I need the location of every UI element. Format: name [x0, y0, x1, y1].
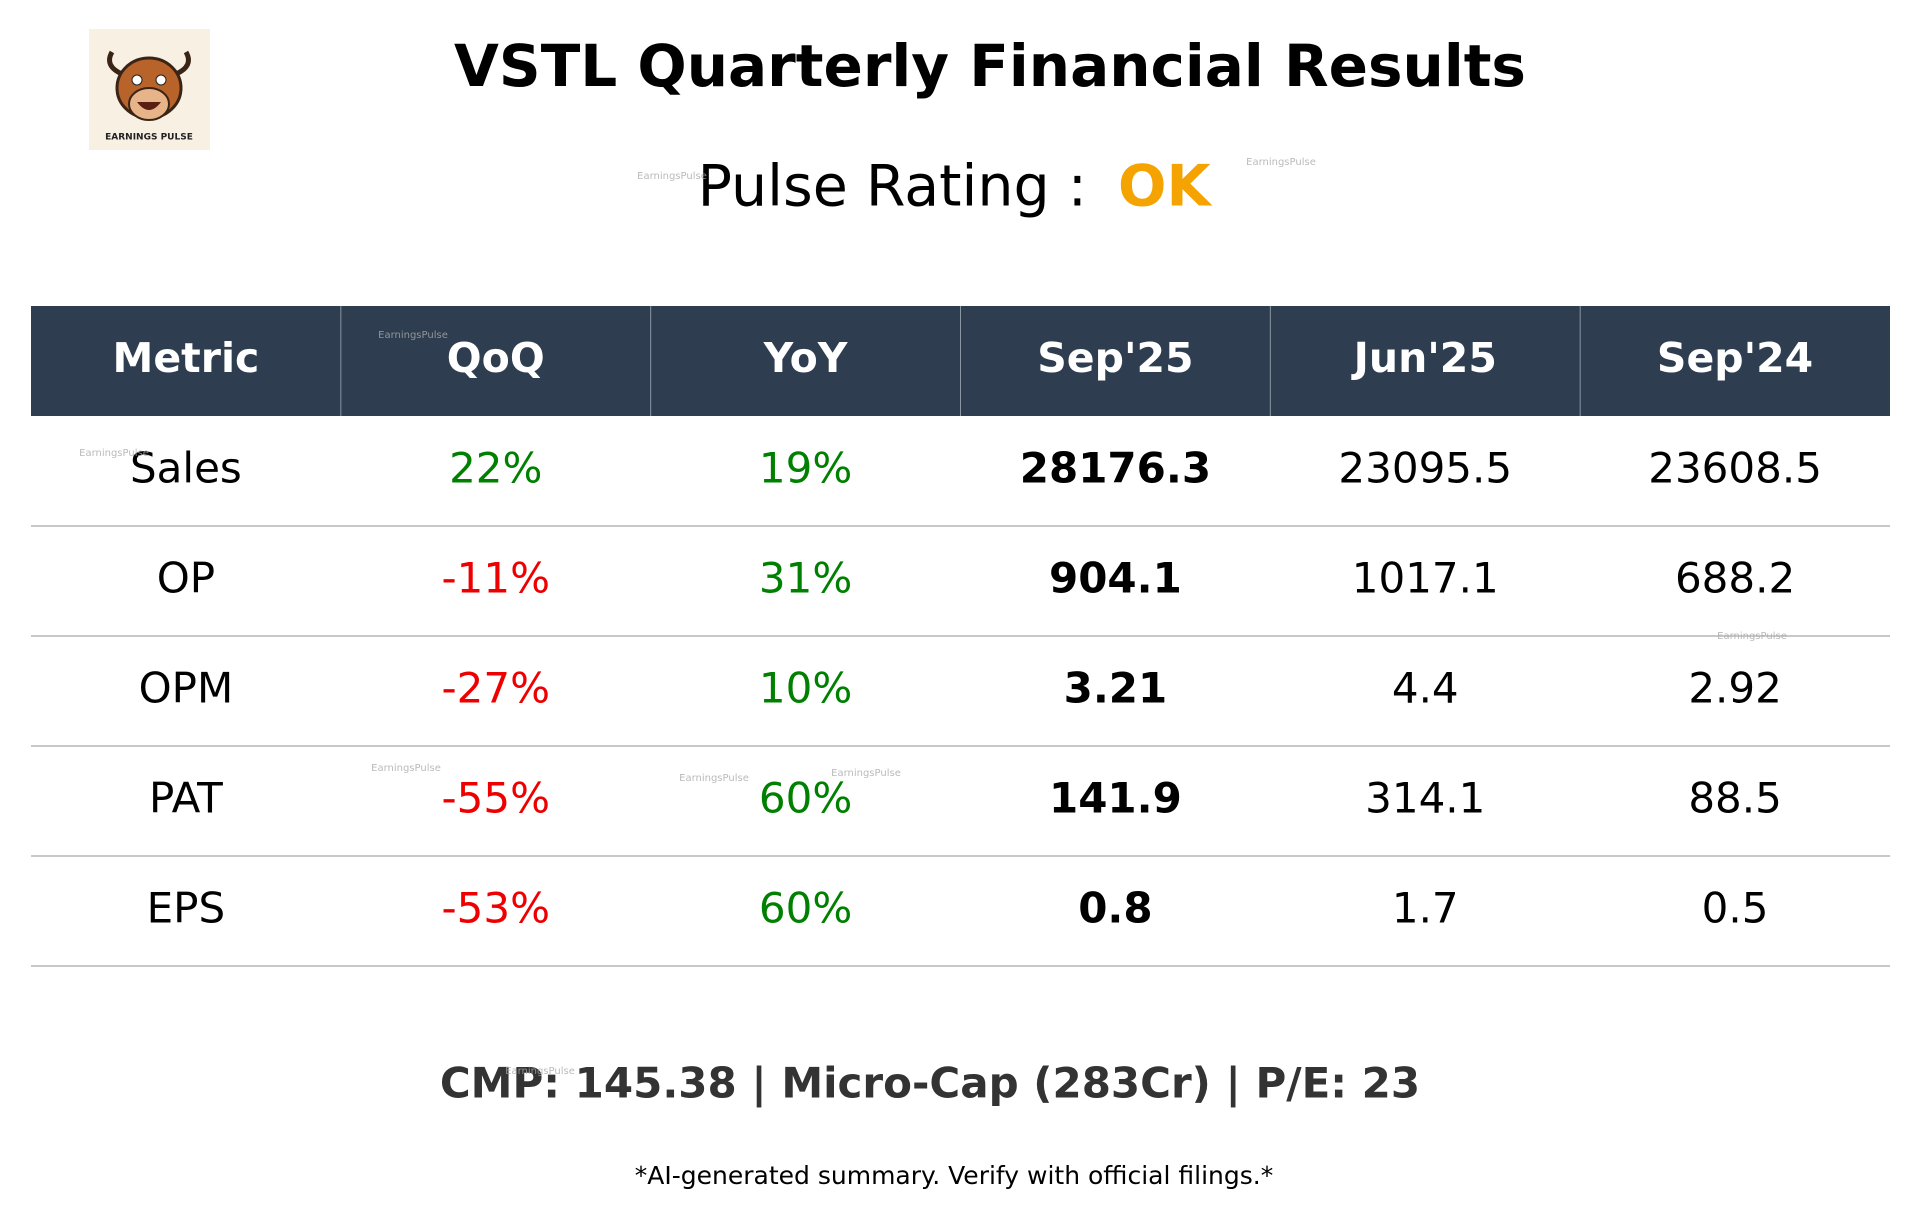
- table-cell: 23608.5: [1648, 444, 1822, 493]
- metric-label: OPM: [139, 664, 234, 713]
- watermark: EarningsPulse: [378, 330, 448, 341]
- table-cell: 904.1: [1049, 554, 1182, 603]
- table-cell: 314.1: [1365, 774, 1485, 823]
- disclaimer: *AI-generated summary. Verify with offic…: [635, 1161, 1273, 1190]
- column-header: YoY: [763, 334, 849, 382]
- table-cell: 31%: [759, 554, 852, 603]
- metric-label: EPS: [147, 884, 226, 933]
- metric-label: OP: [157, 554, 215, 603]
- logo-text: EARNINGS PULSE: [105, 133, 193, 143]
- table-cell: -55%: [441, 774, 550, 823]
- table-cell: 23095.5: [1338, 444, 1512, 493]
- watermark: EarningsPulse: [1246, 157, 1316, 168]
- table-cell: 60%: [759, 774, 852, 823]
- table-cell: 19%: [759, 444, 852, 493]
- title: VSTL Quarterly Financial Results: [454, 32, 1526, 100]
- table-cell: 28176.3: [1020, 444, 1211, 493]
- watermark: EarningsPulse: [371, 763, 441, 774]
- table-cell: 0.5: [1702, 884, 1769, 933]
- table-cell: 3.21: [1064, 664, 1168, 713]
- footer-summary: CMP: 145.38 | Micro-Cap (283Cr) | P/E: 2…: [440, 1059, 1420, 1108]
- table-cell: 22%: [449, 444, 542, 493]
- rating-value: OK: [1118, 154, 1212, 220]
- column-header: Metric: [113, 334, 260, 382]
- table-cell: -53%: [441, 884, 550, 933]
- table-cell: -27%: [441, 664, 550, 713]
- table-cell: 1017.1: [1352, 554, 1499, 603]
- column-header: QoQ: [447, 334, 545, 382]
- watermark: EarningsPulse: [505, 1066, 575, 1077]
- table-cell: 688.2: [1675, 554, 1795, 603]
- table-cell: -11%: [441, 554, 550, 603]
- table-cell: 2.92: [1688, 664, 1782, 713]
- metric-label: PAT: [149, 774, 223, 823]
- logo: EARNINGS PULSE: [89, 29, 210, 150]
- watermark: EarningsPulse: [637, 171, 707, 182]
- table-cell: 60%: [759, 884, 852, 933]
- table-cell: 141.9: [1049, 774, 1182, 823]
- column-header: Jun'25: [1351, 334, 1497, 382]
- table-cell: 0.8: [1078, 884, 1152, 933]
- rating-label: Pulse Rating :: [698, 154, 1087, 220]
- table-cell: 10%: [759, 664, 852, 713]
- table-cell: 4.4: [1392, 664, 1459, 713]
- table-cell: 88.5: [1688, 774, 1782, 823]
- table-cell: 1.7: [1392, 884, 1459, 933]
- watermark: EarningsPulse: [79, 448, 149, 459]
- metric-label: Sales: [130, 444, 242, 493]
- column-header: Sep'24: [1657, 334, 1813, 382]
- watermark: EarningsPulse: [1717, 631, 1787, 642]
- column-header: Sep'25: [1037, 334, 1193, 382]
- watermark: EarningsPulse: [831, 768, 901, 779]
- watermark: EarningsPulse: [679, 773, 749, 784]
